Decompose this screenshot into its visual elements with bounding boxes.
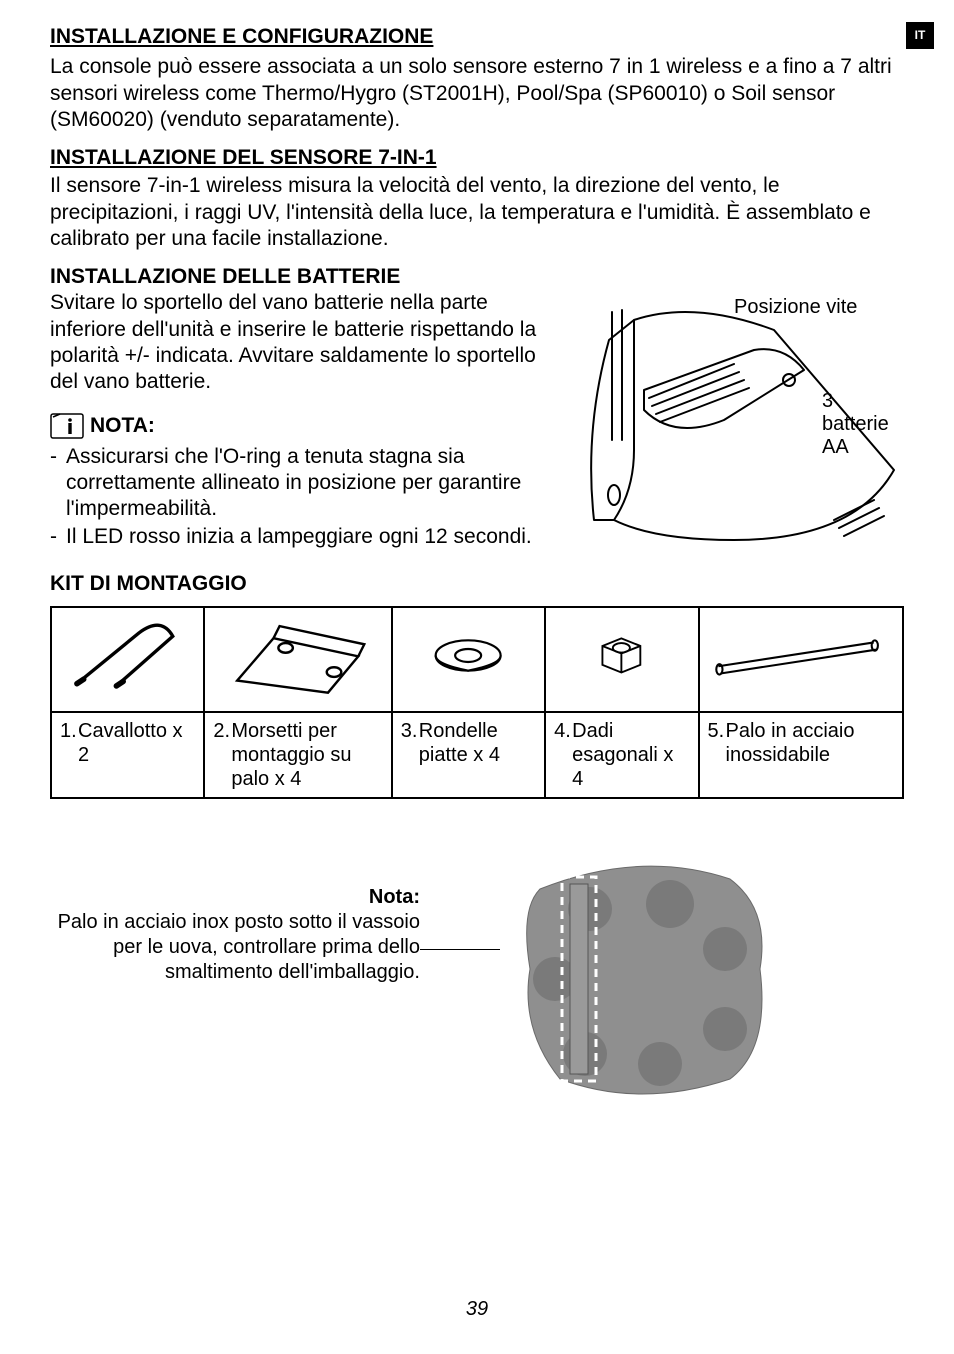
packaging-figure (500, 849, 780, 1109)
mounting-kit-table: 1.Cavallotto x 2 2.Morsetti per montaggi… (50, 606, 904, 800)
kit-image-ubolt (51, 607, 204, 713)
kit-num: 2. (213, 719, 231, 791)
callout-line (420, 949, 500, 950)
note-item-text: Il LED rosso inizia a lampeggiare ogni 1… (66, 524, 564, 550)
kit-label-cell: 5.Palo in acciaio inossidabile (699, 712, 903, 798)
intro-paragraph: La console può essere associata a un sol… (50, 54, 904, 133)
note-item: - Assicurarsi che l'O-ring a tenuta stag… (50, 444, 564, 523)
bullet-dash: - (50, 444, 66, 523)
kit-image-nut (545, 607, 698, 713)
kit-label: Palo in acciaio inossidabile (726, 719, 894, 767)
packaging-note: Nota: Palo in acciaio inox posto sotto i… (50, 849, 904, 1109)
figure-label-screw: Posizione vite (734, 296, 857, 319)
battery-install-paragraph: Svitare lo sportello del vano batterie n… (50, 290, 564, 395)
page-number: 39 (0, 1297, 954, 1322)
kit-image-washer (392, 607, 545, 713)
bullet-dash: - (50, 524, 66, 550)
sensor-install-paragraph: Il sensore 7-in-1 wireless misura la vel… (50, 173, 904, 252)
note-list: - Assicurarsi che l'O-ring a tenuta stag… (50, 444, 564, 551)
kit-image-pole (699, 607, 903, 713)
section-title: INSTALLAZIONE E CONFIGURAZIONE (50, 24, 904, 50)
kit-label: Dadi esagonali x 4 (572, 719, 689, 791)
packaging-note-title: Nota: (50, 885, 420, 910)
kit-label-cell: 4.Dadi esagonali x 4 (545, 712, 698, 798)
battery-install-title: INSTALLAZIONE DELLE BATTERIE (50, 264, 904, 290)
kit-label: Morsetti per montaggio su palo x 4 (231, 719, 382, 791)
kit-num: 3. (401, 719, 419, 767)
info-icon (50, 413, 84, 439)
kit-num: 1. (60, 719, 78, 767)
kit-label-cell: 2.Morsetti per montaggio su palo x 4 (204, 712, 391, 798)
note-label: NOTA: (90, 413, 155, 439)
mounting-kit-title: KIT DI MONTAGGIO (50, 571, 904, 597)
kit-label: Cavallotto x 2 (78, 719, 195, 767)
kit-label-cell: 3.Rondelle piatte x 4 (392, 712, 545, 798)
note-item: - Il LED rosso inizia a lampeggiare ogni… (50, 524, 564, 550)
figure-label-batteries: 3 batterie AA (822, 390, 904, 459)
kit-num: 4. (554, 719, 572, 791)
kit-label: Rondelle piatte x 4 (419, 719, 536, 767)
note-item-text: Assicurarsi che l'O-ring a tenuta stagna… (66, 444, 564, 523)
kit-image-clamp (204, 607, 391, 713)
kit-num: 5. (708, 719, 726, 767)
kit-label-cell: 1.Cavallotto x 2 (51, 712, 204, 798)
packaging-note-body: Palo in acciaio inox posto sotto il vass… (50, 910, 420, 985)
battery-figure: Posizione vite 3 batterie AA (574, 290, 904, 557)
sensor-install-title: INSTALLAZIONE DEL SENSORE 7-IN-1 (50, 145, 904, 171)
language-tab: IT (906, 22, 934, 49)
